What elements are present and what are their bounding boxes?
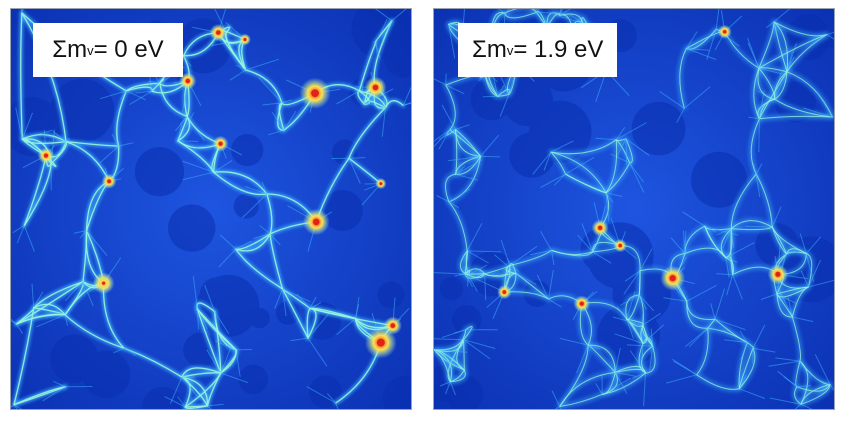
panel-label-left: Σm v = 0 eV [33, 23, 183, 77]
simulation-panel-massive: Σm v = 1.9 eV [433, 8, 835, 410]
label-subscript: v [87, 42, 94, 58]
label-prefix: Σm [52, 36, 88, 63]
label-subscript: v [506, 42, 514, 58]
simulation-panel-massless: Σm v = 0 eV [10, 8, 412, 410]
cosmic-web-image-left [11, 9, 411, 409]
label-suffix: = 1.9 eV [513, 36, 604, 63]
panel-label-right: Σm v = 1.9 eV [458, 23, 618, 77]
label-suffix: = 0 eV [93, 36, 164, 63]
label-prefix: Σm [472, 36, 507, 63]
